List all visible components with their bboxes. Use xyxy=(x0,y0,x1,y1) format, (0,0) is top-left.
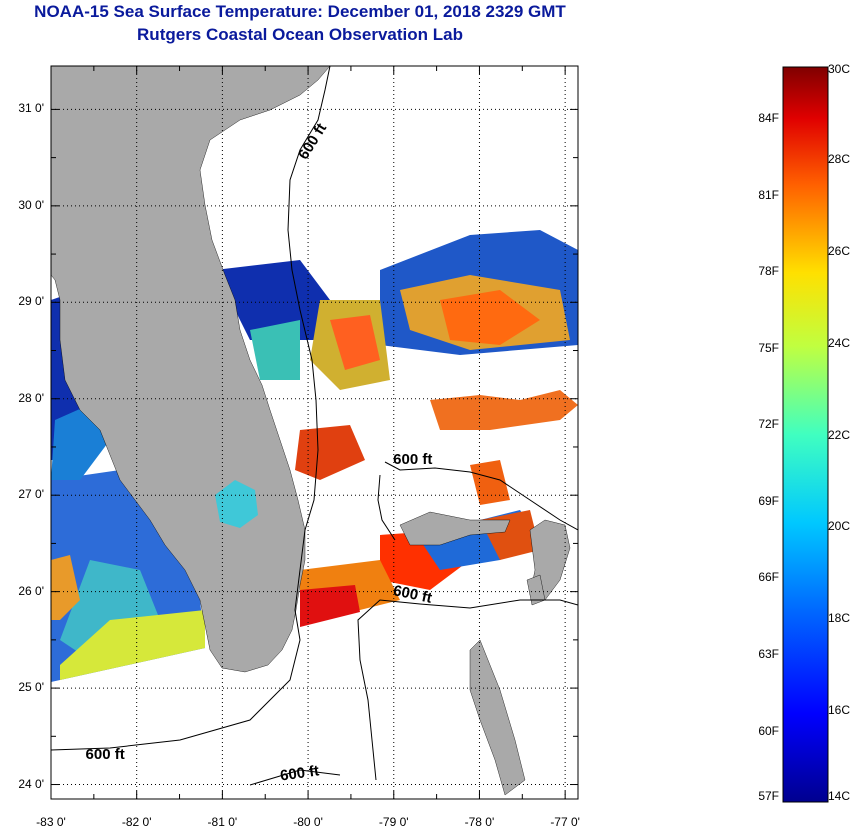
florida-land xyxy=(51,66,331,673)
longitude-label: -77 0' xyxy=(550,815,580,829)
latitude-label: 27 0' xyxy=(18,487,44,502)
colorbar-fahrenheit-label: 63F xyxy=(758,646,779,661)
latitude-label: 28 0' xyxy=(18,390,44,405)
latitude-label: 30 0' xyxy=(18,197,44,212)
colorbar-celsius-label: 18C xyxy=(828,611,851,626)
colorbar-celsius-label: 20C xyxy=(828,519,851,534)
longitude-label: -81 0' xyxy=(207,815,238,829)
colorbar-fahrenheit-label: 57F xyxy=(758,789,779,803)
colorbar-celsius-label: 22C xyxy=(828,427,851,442)
colorbar-fahrenheit-label: 75F xyxy=(758,340,779,355)
colorbar-celsius-label: 26C xyxy=(828,243,851,258)
lake-okeechobee xyxy=(215,480,258,528)
colorbar-fahrenheit-label: 69F xyxy=(758,493,779,508)
colorbar xyxy=(782,66,829,803)
longitude-label: -78 0' xyxy=(464,815,495,829)
latitude-label: 31 0' xyxy=(18,101,44,116)
colorbar-celsius-label: 24C xyxy=(828,335,851,350)
map-subtitle: Rutgers Coastal Ocean Observation Lab xyxy=(137,25,463,44)
colorbar-fahrenheit-label: 72F xyxy=(758,417,779,432)
colorbar-fahrenheit-label: 66F xyxy=(758,570,779,585)
latitude-label: 24 0' xyxy=(18,776,44,791)
colorbar-fahrenheit-label: 81F xyxy=(758,187,779,202)
colorbar-fahrenheit-label: 78F xyxy=(758,264,779,279)
axis-ticks xyxy=(50,66,578,799)
latitude-label: 26 0' xyxy=(18,583,44,598)
contour-label: 600 ft xyxy=(393,451,433,469)
sst-swath-atlantic xyxy=(215,230,578,627)
depth-contour-600ft xyxy=(51,66,578,786)
colorbar-celsius-label: 30C xyxy=(828,62,851,76)
latitude-label: 25 0' xyxy=(18,680,44,695)
colorbar-celsius-label: 14C xyxy=(828,789,851,803)
longitude-label: -83 0' xyxy=(36,815,66,829)
longitude-label: -80 0' xyxy=(293,815,323,829)
map-border xyxy=(50,65,579,800)
colorbar-fahrenheit-label: 84F xyxy=(758,111,779,126)
colorbar-celsius-label: 28C xyxy=(828,151,851,166)
longitude-label: -79 0' xyxy=(378,815,409,829)
longitude-label: -82 0' xyxy=(121,815,152,829)
colorbar-celsius-label: 16C xyxy=(828,703,851,718)
map-title: NOAA-15 Sea Surface Temperature: Decembe… xyxy=(34,2,566,21)
contour-label: 600 ft xyxy=(85,745,125,763)
colorbar-fahrenheit-label: 60F xyxy=(758,723,779,738)
bahamas-land xyxy=(399,511,571,796)
latitude-label: 29 0' xyxy=(18,294,44,309)
